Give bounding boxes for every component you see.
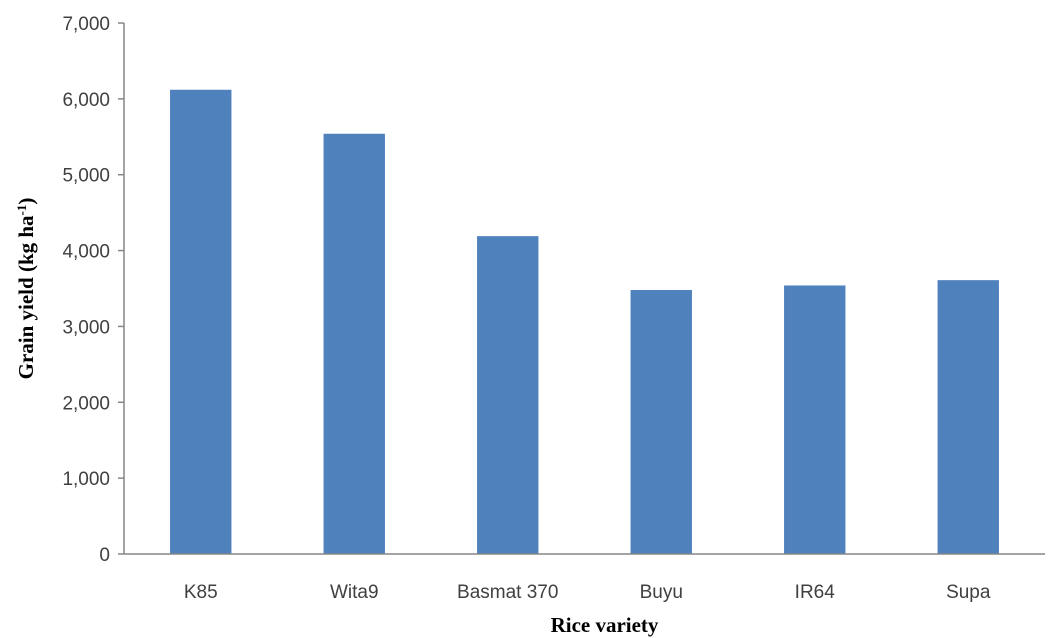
y-tick-label: 0 — [99, 545, 110, 566]
x-tick-label: Wita9 — [330, 582, 379, 603]
x-tick-label: Supa — [946, 582, 991, 603]
y-axis-title-suffix: ) — [14, 198, 38, 205]
y-tick-label: 5,000 — [62, 166, 110, 187]
y-axis-title: Grain yield (kg ha-1) — [14, 198, 39, 380]
y-tick-label: 1,000 — [62, 469, 110, 490]
x-axis-title: Rice variety — [551, 613, 659, 637]
x-tick-label: Basmat 370 — [457, 582, 558, 603]
y-axis-title-superscript: -1 — [14, 205, 29, 216]
bar-wita9 — [323, 133, 385, 554]
bar-buyu — [630, 290, 692, 554]
y-axis-title-main: Grain yield (kg ha — [14, 215, 38, 379]
y-tick-label: 6,000 — [62, 90, 110, 111]
y-tick-label: 4,000 — [62, 242, 110, 263]
bar-basmat-370 — [477, 236, 539, 554]
bar-k85 — [170, 89, 232, 555]
x-tick-label: IR64 — [795, 582, 836, 603]
y-tick-label: 7,000 — [62, 14, 110, 35]
y-tick-label: 2,000 — [62, 393, 110, 414]
bar-ir64 — [784, 285, 846, 554]
y-axis-ticks: 0 1,000 2,000 3,000 4,000 5,000 6,000 7,000 — [62, 14, 124, 566]
x-tick-label: K85 — [184, 582, 218, 603]
y-tick-label: 3,000 — [62, 317, 110, 338]
x-tick-label: Buyu — [640, 582, 683, 603]
bars — [170, 89, 999, 555]
bar-supa — [937, 280, 999, 554]
x-axis-ticks: K85 Wita9 Basmat 370 Buyu IR64 Supa — [184, 582, 991, 603]
